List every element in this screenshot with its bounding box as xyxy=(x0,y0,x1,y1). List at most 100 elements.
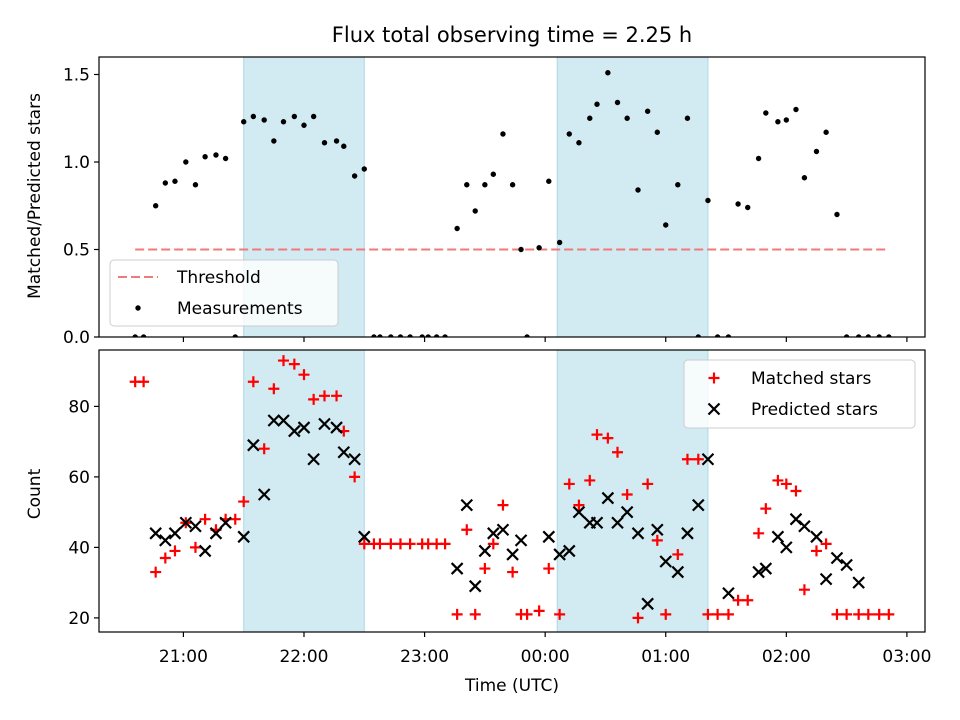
data-point xyxy=(454,225,460,232)
data-point xyxy=(464,182,470,188)
data-point xyxy=(268,383,280,395)
data-point xyxy=(594,101,600,107)
data-point xyxy=(644,108,651,114)
legend-series-label: Predicted stars xyxy=(751,400,878,420)
data-point xyxy=(810,545,822,557)
y-tick-label: 20 xyxy=(68,609,90,629)
data-point xyxy=(801,175,808,181)
data-point xyxy=(714,334,721,337)
data-point xyxy=(553,548,566,561)
data-point xyxy=(179,516,193,530)
data-point xyxy=(307,452,320,466)
data-point xyxy=(358,538,370,550)
data-point xyxy=(681,527,694,540)
data-point xyxy=(487,538,499,550)
data-point xyxy=(468,579,482,593)
data-point xyxy=(318,390,330,402)
data-point xyxy=(321,140,328,146)
data-point xyxy=(478,544,492,558)
series-measurements xyxy=(132,70,892,337)
data-point xyxy=(830,551,844,565)
data-point xyxy=(692,453,704,465)
observing-window xyxy=(243,350,365,632)
data-point xyxy=(482,182,488,188)
data-point xyxy=(590,516,604,530)
data-point xyxy=(425,334,431,337)
x-tick-label: 21:00 xyxy=(159,647,208,667)
data-point xyxy=(500,131,506,137)
data-point xyxy=(189,541,201,553)
data-point xyxy=(753,527,765,539)
data-point xyxy=(635,187,641,193)
data-point xyxy=(351,173,358,179)
data-point xyxy=(469,608,481,620)
data-point xyxy=(219,516,232,530)
data-point xyxy=(862,608,874,620)
data-point xyxy=(759,562,773,575)
data-point xyxy=(172,178,178,184)
data-point xyxy=(497,499,509,511)
data-point xyxy=(675,182,681,188)
data-point xyxy=(831,608,843,620)
data-point xyxy=(820,538,832,550)
data-point xyxy=(349,471,361,483)
data-point xyxy=(612,446,624,458)
data-point xyxy=(701,452,715,466)
data-point xyxy=(591,429,603,441)
data-point xyxy=(573,499,585,511)
y-tick-label: 60 xyxy=(68,468,90,488)
data-point xyxy=(755,155,762,162)
data-point xyxy=(261,117,267,123)
data-point xyxy=(542,530,556,544)
data-point xyxy=(451,608,463,620)
data-point xyxy=(886,334,892,337)
data-point xyxy=(162,180,169,186)
data-point xyxy=(258,443,270,455)
data-point xyxy=(883,608,895,620)
data-point xyxy=(490,171,497,177)
data-point xyxy=(790,485,802,497)
x-axis-label: Time (UTC) xyxy=(464,676,559,696)
x-tick-label: 22:00 xyxy=(279,647,328,667)
data-point xyxy=(479,563,491,575)
data-point xyxy=(642,478,654,490)
data-point xyxy=(149,527,162,540)
data-point xyxy=(566,131,572,137)
data-point xyxy=(318,417,331,431)
data-point xyxy=(865,334,872,337)
data-point xyxy=(651,523,664,537)
count-panel: 20 40 60 80 21:00 22:00 23:00 00:00 01:00 02:00 03… xyxy=(68,349,931,667)
data-point xyxy=(472,208,478,214)
data-point xyxy=(798,584,810,596)
data-point xyxy=(725,334,732,337)
data-point xyxy=(198,544,212,558)
data-point xyxy=(611,516,624,530)
data-point xyxy=(450,562,464,575)
data-point xyxy=(722,608,734,620)
data-point xyxy=(813,148,820,155)
data-point xyxy=(487,527,500,540)
legend-measurements-label: Measurements xyxy=(177,299,303,319)
data-point xyxy=(140,334,147,337)
plot-area xyxy=(129,350,895,632)
data-point xyxy=(237,530,250,544)
data-point xyxy=(772,474,784,486)
data-point xyxy=(247,376,259,388)
data-point xyxy=(518,246,524,253)
axes-frame xyxy=(98,349,926,633)
data-point xyxy=(672,548,684,560)
data-point xyxy=(291,113,298,120)
data-point xyxy=(763,110,769,116)
ratio-panel: 0.0 0.5 1.0 1.5 Threshold Measurements xyxy=(63,56,926,348)
data-point xyxy=(250,113,257,120)
data-point xyxy=(840,558,853,572)
data-point xyxy=(692,498,705,512)
data-point xyxy=(732,594,744,606)
top-ylabel: Matched/Predicted stars xyxy=(25,93,45,299)
data-point xyxy=(572,505,586,519)
data-point xyxy=(385,538,397,550)
legend-bottom: Matched stars Predicted stars xyxy=(683,359,916,429)
data-point xyxy=(742,594,754,606)
data-point xyxy=(651,534,663,546)
